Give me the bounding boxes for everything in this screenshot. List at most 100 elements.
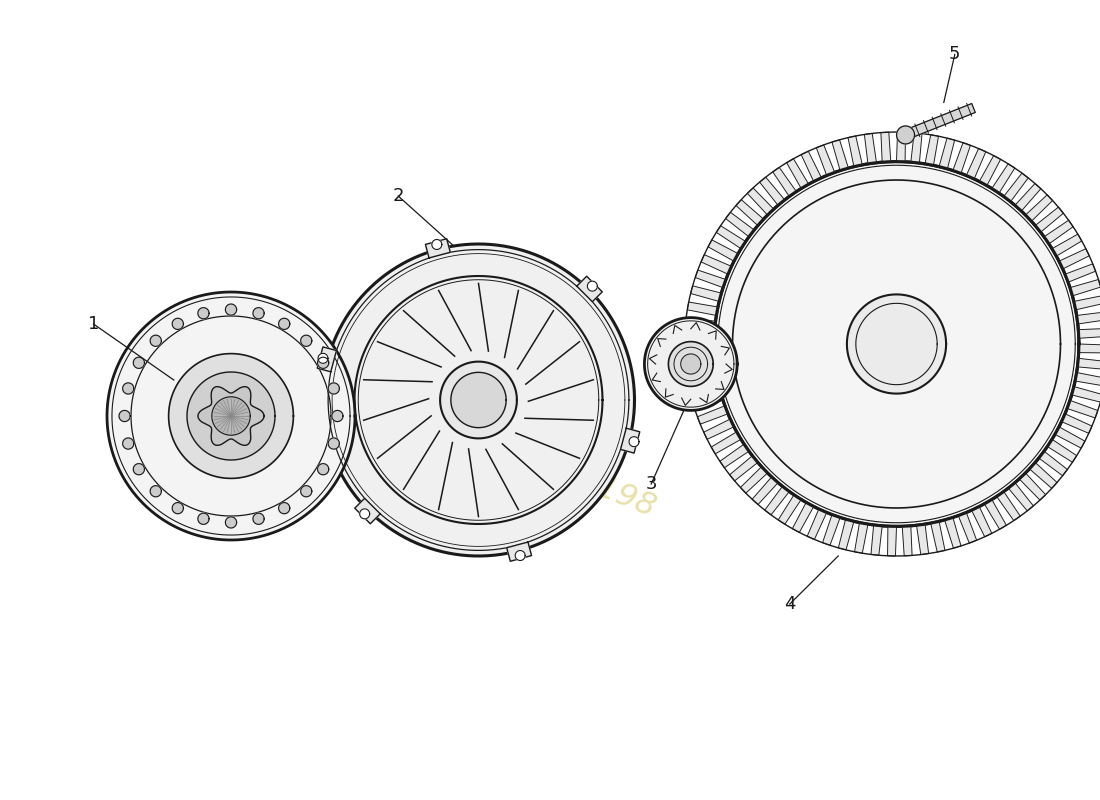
Polygon shape xyxy=(881,132,891,162)
Polygon shape xyxy=(684,350,715,359)
Polygon shape xyxy=(1067,400,1098,418)
Polygon shape xyxy=(1071,386,1100,402)
Polygon shape xyxy=(133,464,144,474)
Polygon shape xyxy=(300,486,311,497)
Polygon shape xyxy=(911,133,922,163)
Polygon shape xyxy=(226,304,236,315)
Text: 3: 3 xyxy=(646,475,657,493)
Polygon shape xyxy=(911,103,976,137)
Polygon shape xyxy=(1059,249,1089,269)
Polygon shape xyxy=(855,522,868,554)
Polygon shape xyxy=(515,550,525,561)
Polygon shape xyxy=(760,177,784,206)
Polygon shape xyxy=(1079,344,1100,353)
Polygon shape xyxy=(645,318,737,410)
Polygon shape xyxy=(1003,173,1028,202)
Polygon shape xyxy=(925,134,938,166)
Polygon shape xyxy=(764,486,790,515)
Polygon shape xyxy=(151,335,162,346)
Polygon shape xyxy=(328,383,340,394)
Polygon shape xyxy=(695,270,726,288)
Polygon shape xyxy=(122,438,134,449)
Polygon shape xyxy=(212,397,250,435)
Polygon shape xyxy=(187,372,275,460)
Polygon shape xyxy=(440,362,517,438)
Polygon shape xyxy=(317,347,337,372)
Polygon shape xyxy=(1074,295,1100,310)
Polygon shape xyxy=(684,335,714,344)
Polygon shape xyxy=(1075,373,1100,386)
Polygon shape xyxy=(888,526,896,556)
Polygon shape xyxy=(692,392,723,409)
Polygon shape xyxy=(318,354,328,363)
Text: since 198: since 198 xyxy=(506,437,660,523)
Polygon shape xyxy=(736,200,763,226)
Polygon shape xyxy=(729,456,758,481)
Polygon shape xyxy=(708,240,738,261)
Polygon shape xyxy=(688,302,718,315)
Polygon shape xyxy=(318,464,329,474)
Polygon shape xyxy=(1062,414,1092,434)
Polygon shape xyxy=(816,145,835,175)
Polygon shape xyxy=(681,354,701,374)
Polygon shape xyxy=(507,542,531,562)
Polygon shape xyxy=(1078,358,1100,370)
Polygon shape xyxy=(1009,482,1033,511)
Text: 2: 2 xyxy=(393,187,404,205)
Polygon shape xyxy=(719,444,749,468)
Polygon shape xyxy=(778,495,801,524)
Polygon shape xyxy=(122,383,134,394)
Polygon shape xyxy=(848,136,862,166)
Polygon shape xyxy=(1077,312,1100,324)
Polygon shape xyxy=(1052,234,1081,256)
Polygon shape xyxy=(1038,451,1067,476)
Polygon shape xyxy=(1070,279,1100,296)
Polygon shape xyxy=(328,438,340,449)
Polygon shape xyxy=(1030,462,1057,488)
Polygon shape xyxy=(953,142,970,174)
Polygon shape xyxy=(133,358,144,368)
Polygon shape xyxy=(966,149,986,179)
Polygon shape xyxy=(1055,427,1085,448)
Polygon shape xyxy=(747,188,773,215)
Polygon shape xyxy=(198,513,209,524)
Polygon shape xyxy=(576,276,602,302)
Polygon shape xyxy=(119,410,130,422)
Polygon shape xyxy=(847,294,946,394)
Polygon shape xyxy=(300,335,311,346)
Polygon shape xyxy=(151,486,162,497)
Polygon shape xyxy=(832,140,848,170)
Polygon shape xyxy=(971,506,992,537)
Polygon shape xyxy=(685,318,715,330)
Polygon shape xyxy=(451,372,506,428)
Polygon shape xyxy=(701,254,732,274)
Polygon shape xyxy=(931,522,945,552)
Polygon shape xyxy=(740,466,768,493)
Polygon shape xyxy=(620,428,640,453)
Polygon shape xyxy=(823,514,840,546)
Text: 1: 1 xyxy=(88,315,99,333)
Polygon shape xyxy=(253,308,264,319)
Polygon shape xyxy=(726,212,755,237)
Polygon shape xyxy=(691,286,722,302)
Polygon shape xyxy=(1044,220,1074,244)
Polygon shape xyxy=(253,513,264,524)
Polygon shape xyxy=(173,318,184,330)
Polygon shape xyxy=(198,386,264,446)
Polygon shape xyxy=(686,364,716,376)
Polygon shape xyxy=(697,406,728,424)
Polygon shape xyxy=(587,281,597,291)
Polygon shape xyxy=(198,308,209,319)
Polygon shape xyxy=(997,491,1021,521)
Polygon shape xyxy=(984,499,1006,530)
Text: passion: passion xyxy=(430,370,582,462)
Polygon shape xyxy=(168,354,294,478)
Text: 5: 5 xyxy=(949,46,960,63)
Polygon shape xyxy=(1020,473,1046,500)
Polygon shape xyxy=(1065,264,1096,282)
Polygon shape xyxy=(792,502,814,533)
Polygon shape xyxy=(1035,207,1064,232)
Polygon shape xyxy=(278,502,289,514)
Polygon shape xyxy=(629,437,639,446)
Polygon shape xyxy=(360,509,370,519)
